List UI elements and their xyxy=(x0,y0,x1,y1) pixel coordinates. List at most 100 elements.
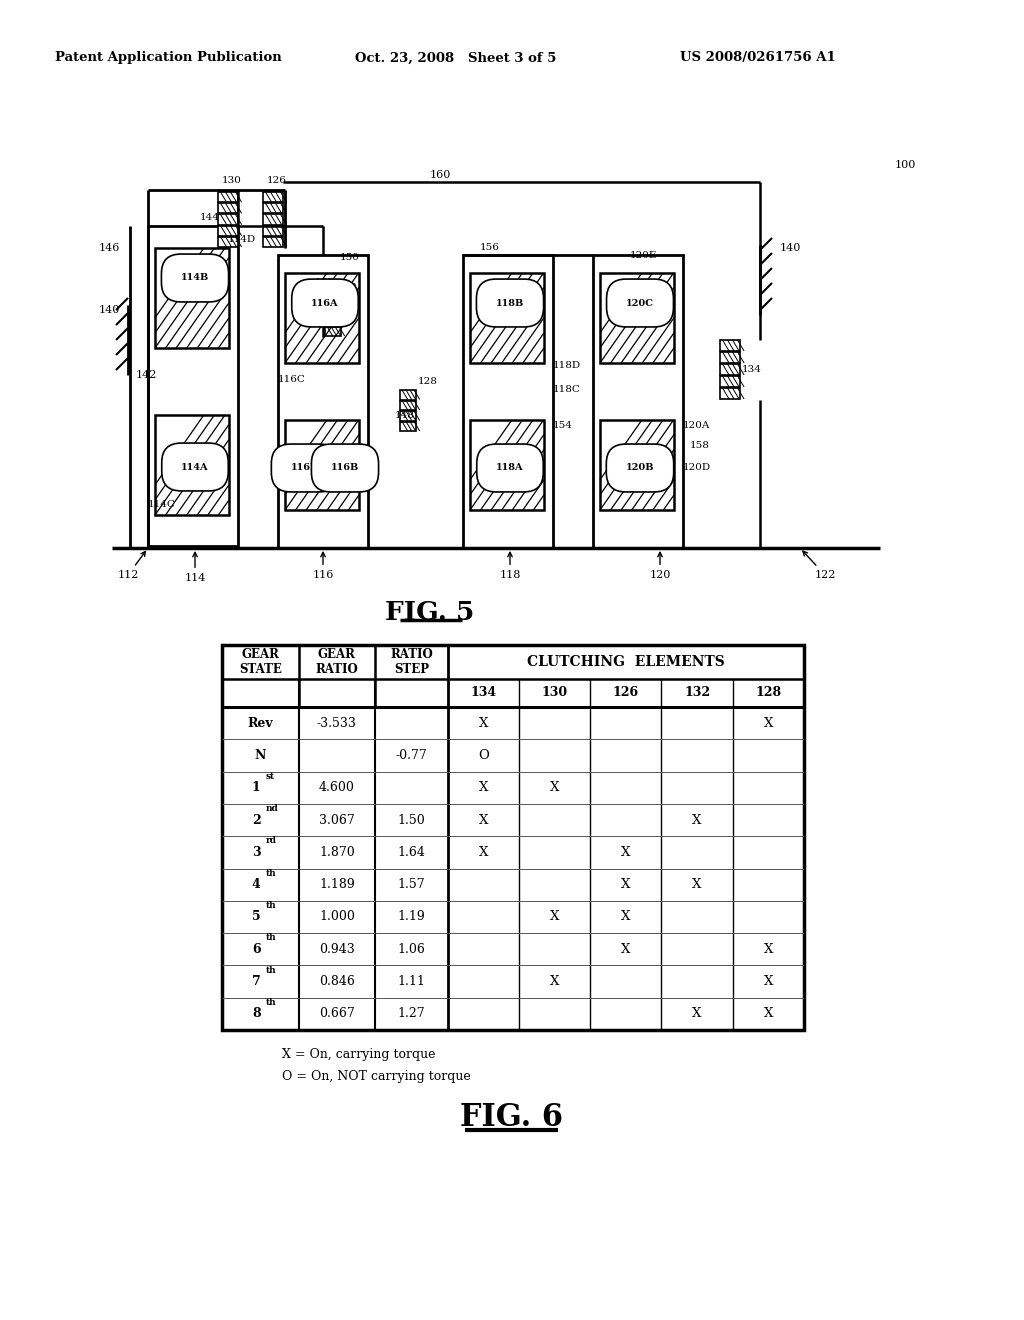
Text: 118D: 118D xyxy=(553,360,582,370)
Text: 6: 6 xyxy=(252,942,261,956)
Text: Patent Application Publication: Patent Application Publication xyxy=(55,51,282,65)
Bar xyxy=(278,255,368,548)
Text: 160: 160 xyxy=(430,170,452,180)
Text: 130: 130 xyxy=(542,686,567,700)
Text: 8: 8 xyxy=(252,1007,261,1020)
Bar xyxy=(720,388,740,399)
Text: 114A: 114A xyxy=(181,462,209,471)
Text: 116B: 116B xyxy=(331,463,359,473)
Text: X: X xyxy=(622,942,631,956)
Text: N: N xyxy=(255,748,266,762)
Bar xyxy=(155,414,229,515)
Bar xyxy=(155,248,229,348)
Bar xyxy=(463,255,553,548)
Bar xyxy=(400,400,416,411)
Bar xyxy=(720,376,740,387)
Text: 146: 146 xyxy=(98,243,120,253)
Text: th: th xyxy=(265,869,275,878)
Text: X: X xyxy=(550,781,559,795)
Text: 1.06: 1.06 xyxy=(397,942,425,956)
Bar xyxy=(720,364,740,375)
Text: th: th xyxy=(265,902,275,909)
Bar xyxy=(720,341,740,351)
Text: RATIO
STEP: RATIO STEP xyxy=(390,648,433,676)
Bar xyxy=(218,191,238,202)
Text: 1.57: 1.57 xyxy=(397,878,425,891)
Text: 4: 4 xyxy=(252,878,261,891)
Text: th: th xyxy=(265,965,275,974)
Text: 118A: 118A xyxy=(497,463,524,473)
Text: X: X xyxy=(550,975,559,989)
Text: 1.19: 1.19 xyxy=(397,911,425,924)
Text: nd: nd xyxy=(265,804,279,813)
Bar xyxy=(593,255,683,548)
Text: th: th xyxy=(265,998,275,1007)
Text: 154: 154 xyxy=(553,421,572,429)
Bar xyxy=(218,236,238,247)
Text: 134: 134 xyxy=(470,686,497,700)
Text: 7: 7 xyxy=(252,975,261,989)
Bar xyxy=(148,226,238,546)
Text: 144: 144 xyxy=(200,213,220,222)
Text: 1.27: 1.27 xyxy=(397,1007,425,1020)
Text: 140: 140 xyxy=(780,243,802,253)
Text: GEAR
STATE: GEAR STATE xyxy=(239,648,282,676)
Text: 4.600: 4.600 xyxy=(318,781,355,795)
Bar xyxy=(400,411,416,421)
Text: X: X xyxy=(764,717,773,730)
Text: 3: 3 xyxy=(252,846,261,859)
Bar xyxy=(470,420,544,510)
Text: 2: 2 xyxy=(252,813,261,826)
Text: 0.943: 0.943 xyxy=(319,942,354,956)
Text: X: X xyxy=(478,781,487,795)
Bar xyxy=(263,191,283,202)
Bar xyxy=(600,420,674,510)
Text: 1.000: 1.000 xyxy=(318,911,355,924)
Bar xyxy=(218,203,238,214)
Text: 130: 130 xyxy=(222,176,242,185)
Text: 114D: 114D xyxy=(228,235,256,244)
Text: X: X xyxy=(764,1007,773,1020)
Text: 120E: 120E xyxy=(630,251,657,260)
Text: 118B: 118B xyxy=(496,298,524,308)
Text: X: X xyxy=(692,878,701,891)
Text: 120D: 120D xyxy=(683,463,711,473)
Text: 118: 118 xyxy=(500,552,520,579)
Bar xyxy=(285,273,359,363)
Text: 126: 126 xyxy=(267,176,287,185)
Text: US 2008/0261756 A1: US 2008/0261756 A1 xyxy=(680,51,836,65)
Text: X: X xyxy=(622,846,631,859)
Bar xyxy=(285,420,359,510)
Text: FIG. 5: FIG. 5 xyxy=(385,601,475,624)
Text: X: X xyxy=(478,717,487,730)
Bar xyxy=(263,203,283,214)
Text: 120B: 120B xyxy=(626,463,654,473)
Text: 1.189: 1.189 xyxy=(319,878,354,891)
Text: 1.64: 1.64 xyxy=(397,846,425,859)
Text: X: X xyxy=(622,911,631,924)
Text: GEAR
RATIO: GEAR RATIO xyxy=(315,648,358,676)
Text: 0.846: 0.846 xyxy=(318,975,355,989)
Text: 5: 5 xyxy=(252,911,261,924)
Text: 100: 100 xyxy=(895,160,916,170)
Text: -0.77: -0.77 xyxy=(395,748,427,762)
Text: 116: 116 xyxy=(312,552,334,579)
Text: X: X xyxy=(692,813,701,826)
Text: 152: 152 xyxy=(338,284,357,293)
Text: 156: 156 xyxy=(480,243,500,252)
Text: 120A: 120A xyxy=(683,421,711,429)
Text: Rev: Rev xyxy=(248,717,273,730)
Text: 120C: 120C xyxy=(626,298,654,308)
Text: X: X xyxy=(692,1007,701,1020)
Bar xyxy=(325,315,341,326)
Text: 0.667: 0.667 xyxy=(319,1007,354,1020)
Bar xyxy=(600,273,674,363)
Text: 116D: 116D xyxy=(291,463,319,473)
Text: 128: 128 xyxy=(756,686,781,700)
Bar xyxy=(400,389,416,400)
Bar xyxy=(400,421,416,432)
Text: Oct. 23, 2008   Sheet 3 of 5: Oct. 23, 2008 Sheet 3 of 5 xyxy=(355,51,556,65)
Text: X: X xyxy=(550,911,559,924)
Bar xyxy=(218,214,238,224)
Bar xyxy=(325,294,341,305)
